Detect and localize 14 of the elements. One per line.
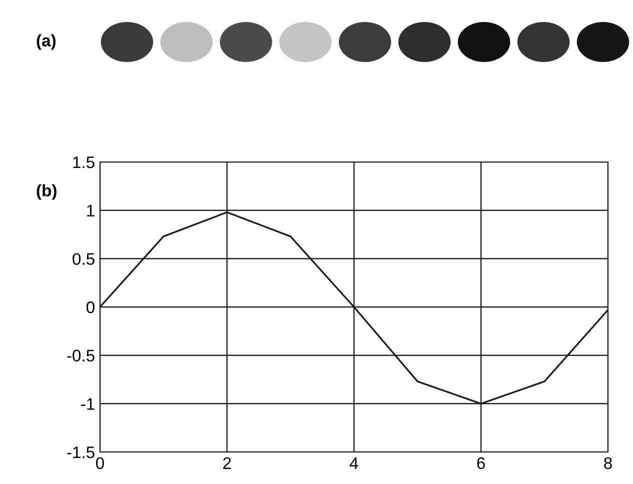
y-tick-label: 1.5 [73,156,94,168]
x-tick-label: 6 [477,457,485,470]
y-tick-label: 0 [86,301,94,314]
text: (b) [36,184,56,200]
x-tick-label: 4 [350,457,358,469]
x-tick-label: 0 [96,457,104,470]
x-tick-label: 8 [604,457,612,470]
y-tick-label: 1 [87,204,94,216]
text: (a) [36,34,56,50]
y-tick-label: -1 [81,398,94,410]
y-tick-label: -0.5 [67,350,94,362]
y-tick-label: -1.5 [67,446,94,458]
y-tick-label: 0.5 [72,253,94,265]
x-tick-label: 2 [223,457,231,469]
